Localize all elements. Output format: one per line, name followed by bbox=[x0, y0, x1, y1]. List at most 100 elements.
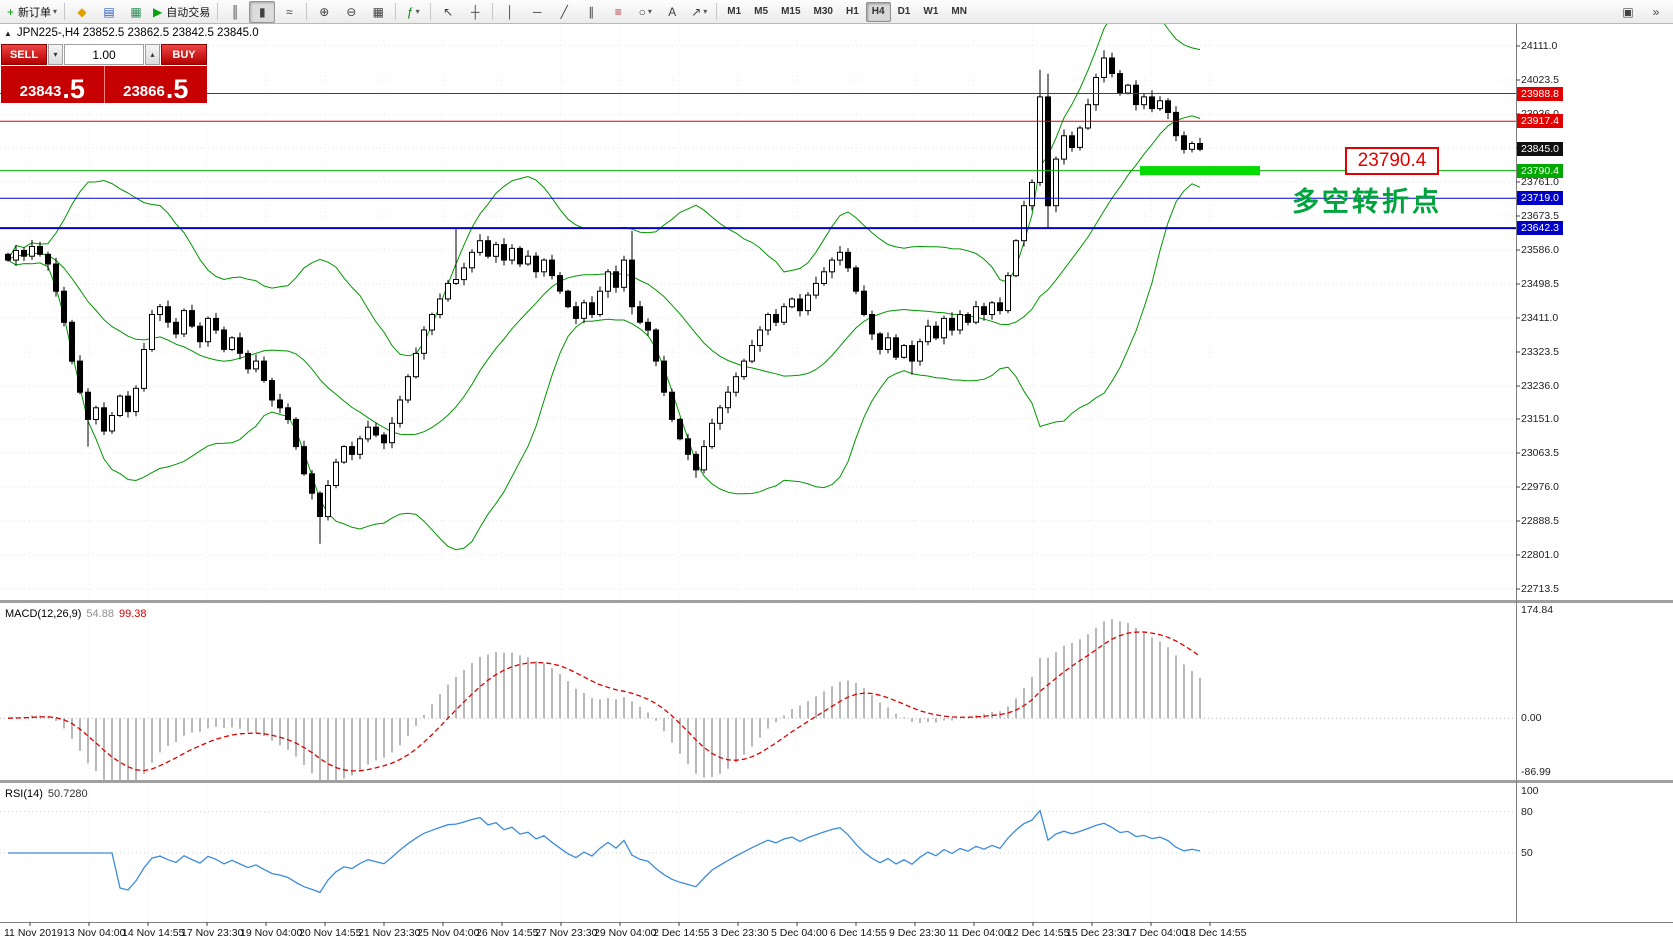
time-axis-label: 13 Nov 04:00 bbox=[63, 927, 126, 939]
volume-input[interactable] bbox=[64, 44, 144, 65]
new-order-button-label: 新订单 bbox=[18, 6, 52, 19]
text-label-button[interactable]: A bbox=[659, 1, 685, 23]
price-axis-label: 23236.0 bbox=[1521, 380, 1559, 392]
rsi-pane[interactable] bbox=[0, 809, 1516, 894]
zoom-in-icon: ⊕ bbox=[319, 4, 330, 19]
trendline-button[interactable]: ╱ bbox=[551, 1, 577, 23]
time-axis-label: 20 Nov 14:55 bbox=[299, 927, 362, 939]
vertical-line-button[interactable]: │ bbox=[497, 1, 523, 23]
price-axis-label: 23411.0 bbox=[1521, 312, 1559, 324]
timeframe-m15-button[interactable]: M15 bbox=[781, 6, 801, 17]
arrows-button[interactable]: ↗ ▾ bbox=[686, 1, 712, 23]
tile-windows-icon: ▦ bbox=[372, 4, 384, 19]
toolbar-separator bbox=[430, 3, 432, 20]
time-axis-label: 29 Nov 04:00 bbox=[594, 927, 657, 939]
profiles-button[interactable]: ▤ bbox=[96, 1, 122, 23]
price-axis-label: 23323.5 bbox=[1521, 346, 1559, 358]
text-icon: A bbox=[668, 4, 677, 19]
time-axis-label: 12 Dec 14:55 bbox=[1007, 927, 1070, 939]
candlesticks bbox=[5, 50, 1203, 544]
buy-price-display[interactable]: 23866 .5 bbox=[104, 66, 207, 104]
trendline-icon: ╱ bbox=[560, 4, 568, 19]
channel-button[interactable]: ∥ bbox=[578, 1, 604, 23]
toolbar-separator bbox=[492, 3, 494, 20]
timeframe-m5-button[interactable]: M5 bbox=[754, 6, 769, 17]
time-axis-label: 11 Nov 2019 bbox=[4, 927, 63, 939]
horizontal-line-button[interactable]: ─ bbox=[524, 1, 550, 23]
volume-decrease-button[interactable]: ▾ bbox=[48, 44, 63, 65]
buy-button[interactable]: BUY bbox=[161, 44, 207, 65]
chevron-down-icon: ▾ bbox=[703, 7, 708, 16]
highlight-bar[interactable] bbox=[1140, 166, 1260, 176]
timeframe-d1-button[interactable]: D1 bbox=[897, 6, 911, 17]
main-price-pane[interactable] bbox=[0, 0, 1516, 551]
sell-price-pips: .5 bbox=[62, 73, 85, 104]
zoom-out-button[interactable]: ⊖ bbox=[338, 1, 364, 23]
macd-pane[interactable] bbox=[0, 619, 1516, 780]
chart-window-button[interactable]: ▦ bbox=[123, 1, 149, 23]
crosshair-button[interactable]: ┼ bbox=[462, 1, 488, 23]
macd-name: MACD(12,26,9) bbox=[5, 608, 82, 620]
one-click-panel-toggle-icon[interactable]: ▲ bbox=[4, 28, 12, 38]
metaquotes-button[interactable]: ◆ bbox=[69, 1, 95, 23]
price-tag: 23845.0 bbox=[1517, 142, 1563, 157]
timeframe-m30-button[interactable]: M30 bbox=[813, 6, 833, 17]
timeframe-m1-button[interactable]: M1 bbox=[727, 6, 742, 17]
time-axis-label: 27 Nov 23:30 bbox=[535, 927, 598, 939]
volume-increase-button[interactable]: ▴ bbox=[145, 44, 160, 65]
candlestick-icon: ▮ bbox=[258, 4, 266, 19]
time-axis-label: 9 Dec 23:30 bbox=[889, 927, 946, 939]
fibonacci-button[interactable]: ≡ bbox=[605, 1, 631, 23]
timeframe-w1-button[interactable]: W1 bbox=[923, 6, 939, 17]
sell-price-display[interactable]: 23843 .5 bbox=[1, 66, 105, 103]
timeframe-h1-button[interactable]: H1 bbox=[845, 6, 859, 17]
turning-point-label[interactable]: 多空转折点 bbox=[1292, 187, 1442, 217]
time-axis-label: 11 Dec 04:00 bbox=[948, 927, 1010, 939]
time-axis-label: 19 Nov 04:00 bbox=[240, 927, 303, 939]
fibonacci-icon: ≡ bbox=[614, 4, 622, 19]
bollinger-lower bbox=[7, 183, 1201, 551]
zoom-in-button[interactable]: ⊕ bbox=[311, 1, 337, 23]
indicators-button[interactable]: ƒ ▾ bbox=[400, 1, 426, 23]
shapes-button[interactable]: ○ ▾ bbox=[632, 1, 658, 23]
line-chart-button[interactable]: ≈ bbox=[276, 1, 302, 23]
auto-trading-button[interactable]: ▶ 自动交易 bbox=[150, 1, 213, 23]
dock-panel-button[interactable]: ▣ bbox=[1622, 4, 1634, 19]
ohlc-bars-button[interactable]: ║ bbox=[222, 1, 248, 23]
bars-chart-icon: ║ bbox=[231, 4, 240, 19]
price-axis-label: 23761.0 bbox=[1521, 176, 1559, 188]
rsi-scale-label: 100 bbox=[1521, 785, 1539, 797]
indicators-icon: ƒ bbox=[406, 4, 414, 19]
price-annotation-box[interactable]: 23790.4 bbox=[1345, 147, 1439, 175]
vertical-line-icon: │ bbox=[506, 4, 515, 19]
cursor-icon: ↖ bbox=[443, 4, 454, 19]
tile-windows-button[interactable]: ▦ bbox=[365, 1, 391, 23]
ellipse-icon: ○ bbox=[638, 4, 646, 19]
chart-symbol-info: ▲ JPN225-,H4 23852.5 23862.5 23842.5 238… bbox=[4, 27, 259, 39]
arrow-icon: ↗ bbox=[691, 4, 702, 19]
price-axis-label: 22976.0 bbox=[1521, 481, 1559, 493]
time-axis-label: 5 Dec 04:00 bbox=[771, 927, 828, 939]
buy-price-pips: .5 bbox=[165, 73, 189, 104]
chevron-down-icon: ▾ bbox=[647, 7, 652, 16]
sell-button[interactable]: SELL bbox=[1, 44, 47, 65]
profile-icon: ▤ bbox=[103, 4, 115, 19]
timeframe-mn-button[interactable]: MN bbox=[951, 6, 967, 17]
time-axis-label: 17 Dec 04:00 bbox=[1125, 927, 1188, 939]
time-axis-label: 15 Dec 23:30 bbox=[1066, 927, 1129, 939]
time-axis-label: 26 Nov 14:55 bbox=[476, 927, 539, 939]
cursor-button[interactable]: ↖ bbox=[435, 1, 461, 23]
price-axis-label: 23063.5 bbox=[1521, 447, 1559, 459]
price-axis-label: 22888.5 bbox=[1521, 515, 1559, 527]
more-tools-button[interactable]: » bbox=[1652, 4, 1660, 19]
bollinger-middle bbox=[7, 115, 1201, 436]
candlestick-chart-button[interactable]: ▮ bbox=[249, 0, 276, 23]
timeframe-h4-button[interactable]: H4 bbox=[865, 1, 891, 22]
line-chart-icon: ≈ bbox=[285, 4, 293, 19]
macd-scale-label: 174.84 bbox=[1521, 604, 1554, 617]
new-order-button[interactable]: + 新订单 ▾ bbox=[4, 1, 60, 23]
time-axis-label: 3 Dec 23:30 bbox=[712, 927, 769, 939]
price-tag: 23719.0 bbox=[1517, 191, 1563, 206]
macd-main-value: 54.88 bbox=[86, 608, 114, 620]
